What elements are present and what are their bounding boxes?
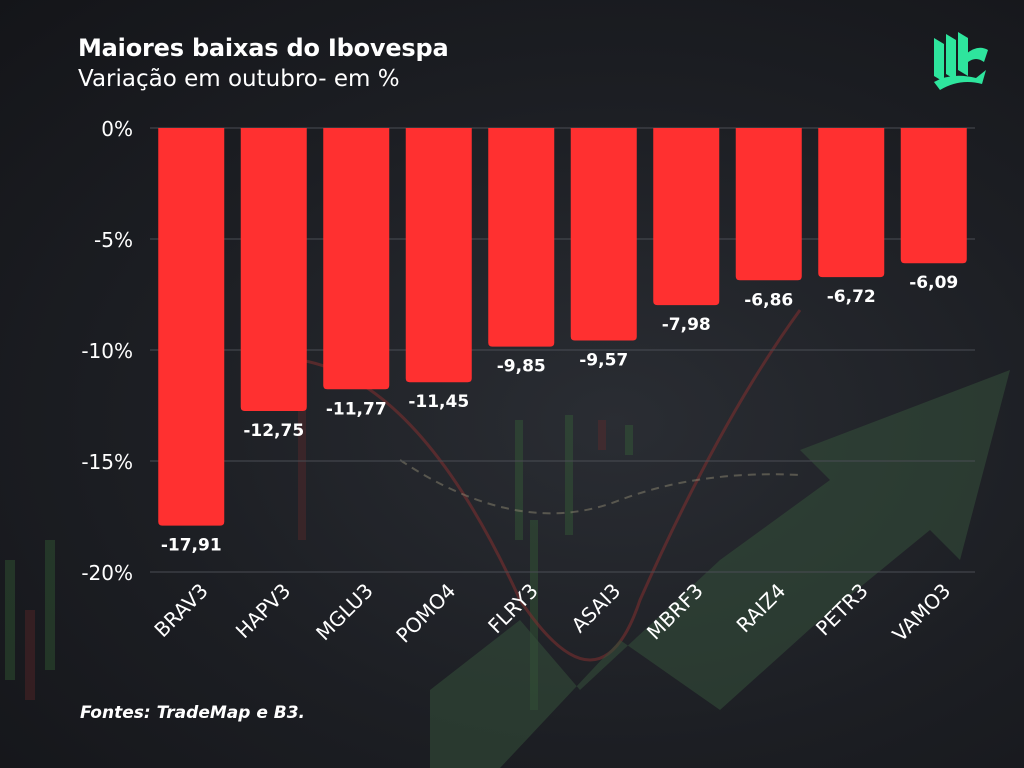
x-tick-label: VAMO3 — [888, 579, 956, 647]
y-axis-ticks: 0% -5% -10% -15% -20% — [81, 117, 133, 585]
x-tick-label: PETR3 — [811, 579, 873, 641]
bar-brav3 — [158, 128, 225, 526]
chart-subtitle: Variação em outubro- em % — [78, 66, 400, 92]
chart-title: Maiores baixas do Ibovespa — [78, 34, 449, 62]
value-label: -9,85 — [497, 357, 546, 377]
bars — [158, 128, 967, 526]
x-tick-label: ASAI3 — [567, 579, 626, 638]
value-label: -6,72 — [827, 287, 876, 307]
book-leaves-logo-icon — [934, 32, 988, 90]
y-tick-label: 0% — [101, 117, 133, 141]
value-label: -7,98 — [662, 315, 711, 335]
y-tick-label: -10% — [81, 339, 133, 363]
x-tick-label: HAPV3 — [231, 579, 295, 643]
bar-asai3 — [570, 128, 637, 341]
x-tick-label: POMO4 — [391, 579, 460, 648]
y-tick-label: -20% — [81, 561, 133, 585]
x-tick-label: RAIZ4 — [732, 579, 791, 638]
bar-raiz4 — [735, 128, 802, 281]
x-axis-ticks: BRAV3 HAPV3 MGLU3 POMO4 FLRY3 ASAI3 MBRF3 RAIZ4… — [149, 579, 955, 648]
value-label: -11,45 — [408, 392, 469, 412]
bar-petr3 — [818, 128, 885, 278]
value-label: -17,91 — [161, 536, 222, 556]
value-label: -12,75 — [243, 421, 304, 441]
value-label: -9,57 — [579, 350, 628, 370]
value-labels: -17,91 -12,75 -11,77 -11,45 -9,85 -9,57 -7,98 -… — [161, 273, 958, 555]
x-tick-label: BRAV3 — [149, 579, 212, 642]
y-tick-label: -15% — [81, 450, 133, 474]
x-tick-label: MGLU3 — [311, 579, 378, 646]
bar-hapv3 — [240, 128, 307, 412]
bar-vamo3 — [900, 128, 967, 264]
y-tick-label: -5% — [94, 228, 133, 252]
bar-mbrf3 — [653, 128, 720, 306]
value-label: -11,77 — [326, 399, 387, 419]
source-note: Fontes: TradeMap e B3. — [80, 703, 306, 723]
bar-mglu3 — [323, 128, 390, 390]
x-tick-label: MBRF3 — [642, 579, 708, 645]
value-label: -6,09 — [909, 273, 958, 293]
bar-pomo4 — [405, 128, 472, 383]
value-label: -6,86 — [744, 290, 793, 310]
x-tick-label: FLRY3 — [483, 579, 543, 639]
bar-flry3 — [488, 128, 555, 347]
